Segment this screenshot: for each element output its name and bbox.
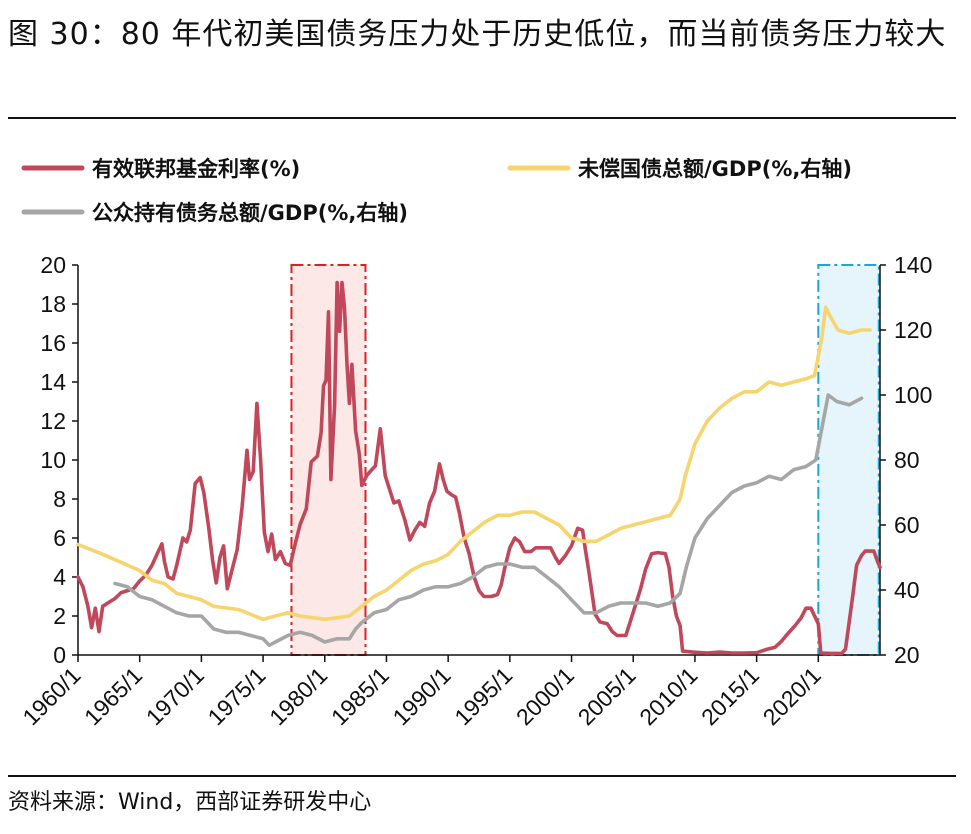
highlight-region-2 [818, 265, 879, 655]
left-tick-label: 0 [53, 642, 66, 668]
x-tick-label: 2000/1 [511, 662, 579, 730]
left-tick-label: 16 [40, 330, 66, 356]
title-divider [8, 117, 956, 119]
source-divider [8, 775, 956, 777]
left-tick-label: 18 [40, 291, 66, 317]
x-tick-label: 1980/1 [264, 662, 332, 730]
x-tick-label: 1985/1 [326, 662, 394, 730]
x-tick-label: 1995/1 [449, 662, 517, 730]
right-tick-label: 140 [894, 252, 932, 278]
legend-label-3: 公众持有债务总额/GDP(%,右轴) [92, 201, 408, 225]
x-tick-label: 1960/1 [17, 662, 85, 730]
left-tick-label: 8 [53, 486, 66, 512]
right-tick-label: 100 [894, 382, 932, 408]
chart-title: 图 30：80 年代初美国债务压力处于历史低位，而当前债务压力较大 [8, 17, 947, 52]
x-tick-label: 2010/1 [634, 662, 702, 730]
x-tick-label: 1965/1 [79, 662, 147, 730]
left-tick-label: 20 [40, 252, 66, 278]
highlight-regions [290, 264, 880, 656]
left-tick-label: 14 [40, 369, 66, 395]
right-tick-label: 20 [894, 642, 920, 668]
right-tick-label: 40 [894, 577, 920, 603]
right-tick-label: 120 [894, 317, 932, 343]
x-tick-label: 1975/1 [202, 662, 270, 730]
right-tick-label: 60 [894, 512, 920, 538]
legend: 有效联邦基金利率(%) 未偿国债总额/GDP(%,右轴) 公众持有债务总额/GDP(… [21, 157, 852, 225]
axes: 0 2 4 6 8 10 12 14 16 18 20 20 40 60 80 100 120 140 1960/1… [17, 252, 932, 730]
series-lines [76, 280, 882, 656]
x-tick-label: 1970/1 [141, 662, 209, 730]
series-line-2 [76, 305, 872, 622]
x-tick-label: 2020/1 [758, 662, 826, 730]
left-tick-label: 12 [40, 408, 66, 434]
series-line-3 [113, 393, 864, 648]
x-tick-label: 2015/1 [696, 662, 764, 730]
legend-label-2: 未偿国债总额/GDP(%,右轴) [578, 157, 852, 181]
series-line-1 [76, 280, 882, 656]
left-tick-label: 2 [53, 603, 66, 629]
left-tick-label: 4 [53, 564, 66, 590]
x-tick-label: 1990/1 [388, 662, 456, 730]
highlight-region-border-2 [817, 264, 880, 656]
right-tick-label: 80 [894, 447, 920, 473]
source-note: 资料来源：Wind，西部证券研发中心 [8, 790, 372, 815]
legend-label-1: 有效联邦基金利率(%) [92, 157, 300, 181]
left-tick-label: 10 [40, 447, 66, 473]
left-tick-label: 6 [53, 525, 66, 551]
x-tick-label: 2005/1 [573, 662, 641, 730]
